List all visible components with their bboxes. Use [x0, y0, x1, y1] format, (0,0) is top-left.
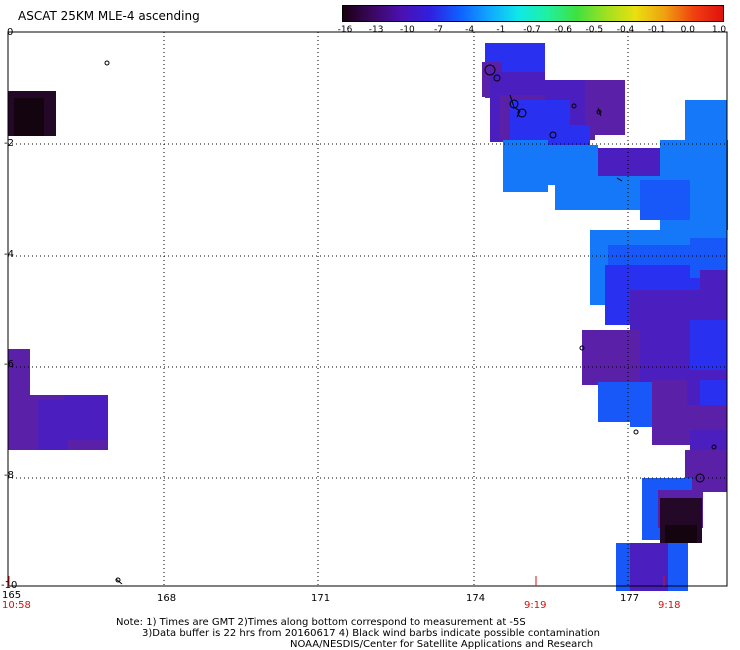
footer-note-1: Note: 1) Times are GMT 2)Times along bot…: [116, 617, 526, 628]
colorbar-label: -7: [434, 25, 443, 35]
island-outline: [509, 94, 521, 118]
longitude-label: 168: [157, 593, 177, 604]
colorbar-label: -0.7: [523, 25, 541, 35]
wind-cell: [64, 395, 108, 440]
colorbar-label: 1.0: [711, 25, 727, 35]
wind-cell: [640, 180, 690, 220]
wind-cell: [685, 100, 727, 145]
latitude-label: -8: [4, 470, 14, 481]
wind-cell: [705, 155, 727, 230]
map-frame: [7, 31, 728, 587]
latitude-label: -6: [4, 359, 14, 370]
colorbar-label: -0.6: [554, 25, 572, 35]
wind-cell: [668, 543, 688, 591]
island-outline: [493, 74, 501, 82]
island-outline: [597, 107, 602, 117]
longitude-label: 174: [466, 593, 486, 604]
island-outline: [695, 473, 705, 483]
footer-credit: NOAA/NESDIS/Center for Satellite Applica…: [290, 639, 594, 650]
wind-cell: [503, 140, 548, 192]
latitude-label: -4: [4, 249, 14, 260]
island-outline: [517, 108, 527, 118]
pass-time-label: 9:19: [524, 600, 547, 611]
colorbar-label: -4: [465, 25, 475, 35]
wind-cell: [598, 148, 660, 176]
wind-cell: [38, 400, 68, 450]
latitude-label: 0: [7, 27, 14, 38]
colorbar-label: -1: [496, 25, 506, 35]
wind-cell: [585, 80, 625, 135]
island-outline: [104, 60, 110, 66]
island-outline: [484, 64, 496, 76]
colorbar-label: -0.5: [585, 25, 604, 35]
island-outline: [616, 177, 623, 182]
wind-cell: [595, 345, 645, 385]
colorbar-label: -10: [399, 25, 415, 35]
longitude-label: 171: [311, 593, 331, 604]
pass-time-label: 9:18: [658, 600, 681, 611]
wind-cell: [598, 382, 630, 422]
island-outline: [509, 99, 519, 109]
wind-cell: [640, 318, 690, 388]
latitude-label: -10: [1, 580, 18, 591]
island-outline: [579, 345, 585, 351]
island-outline: [571, 103, 577, 109]
wind-cell: [630, 382, 652, 427]
wind-cell: [14, 98, 44, 136]
wind-cell: [630, 543, 668, 591]
island-outline: [115, 577, 121, 583]
island-outline: [633, 429, 639, 435]
colorbar-label: -13: [368, 25, 384, 35]
colorbar: [342, 5, 724, 22]
latitude-label: -2: [4, 138, 14, 149]
island-outline: [115, 578, 123, 585]
longitude-label: 177: [620, 593, 640, 604]
footer-note-2: 3)Data buffer is 22 hrs from 20160617 4)…: [142, 628, 600, 639]
island-outline: [711, 444, 717, 450]
colorbar-label: -16: [337, 25, 353, 35]
map-title: ASCAT 25KM MLE-4 ascending: [18, 9, 200, 23]
wind-cell: [665, 525, 697, 543]
colorbar-label: -0.1: [647, 25, 666, 35]
colorbar-label: -0.4: [616, 25, 635, 35]
longitude-label: 165: [2, 590, 22, 601]
island-outline: [549, 131, 557, 139]
colorbar-label: 0.0: [680, 25, 695, 35]
pass-time-label: 10:58: [2, 600, 31, 611]
